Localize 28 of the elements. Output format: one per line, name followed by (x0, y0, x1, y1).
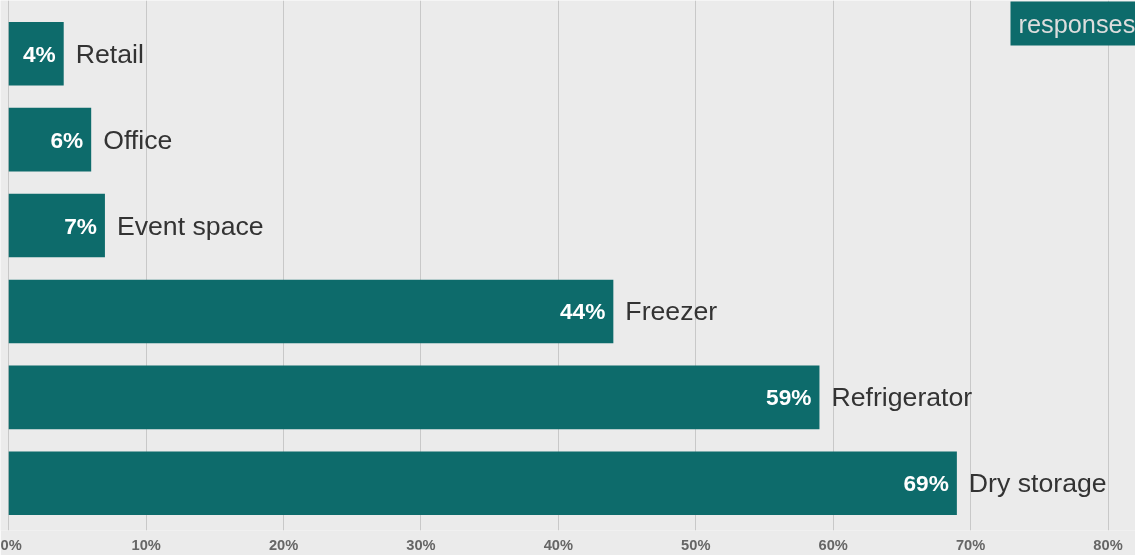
x-tick-label: 30% (406, 536, 436, 553)
y-tick-label: Refrigerator (831, 382, 973, 413)
y-tick-label: Dry storage (968, 468, 1107, 499)
bar (8, 107, 92, 172)
bar (8, 21, 64, 86)
y-tick-label: Retail (75, 38, 144, 69)
bar (8, 279, 614, 344)
bar (8, 193, 105, 258)
x-tick-label: 70% (955, 536, 986, 553)
y-tick-label: Event space (116, 210, 264, 241)
data-label: 44% (560, 298, 606, 325)
data-label: 59% (766, 384, 812, 411)
data-label: 4% (22, 40, 56, 67)
y-tick-label: Freezer (625, 296, 718, 327)
y-tick-label: Office (103, 124, 173, 155)
x-tick-label: 20% (268, 536, 299, 553)
data-label: 69% (903, 470, 949, 497)
x-tick-label: 80% (1093, 536, 1123, 553)
x-tick-label: 50% (681, 536, 711, 553)
annotation: responses (1018, 9, 1135, 38)
x-tick-label: 10% (131, 536, 161, 553)
data-label: 7% (64, 212, 97, 239)
bar (8, 451, 957, 516)
x-tick-label: 60% (818, 536, 848, 553)
bar (8, 365, 820, 430)
x-tick-label: 40% (543, 536, 574, 553)
x-tick-label: 0% (0, 536, 22, 553)
data-label: 6% (50, 126, 84, 153)
